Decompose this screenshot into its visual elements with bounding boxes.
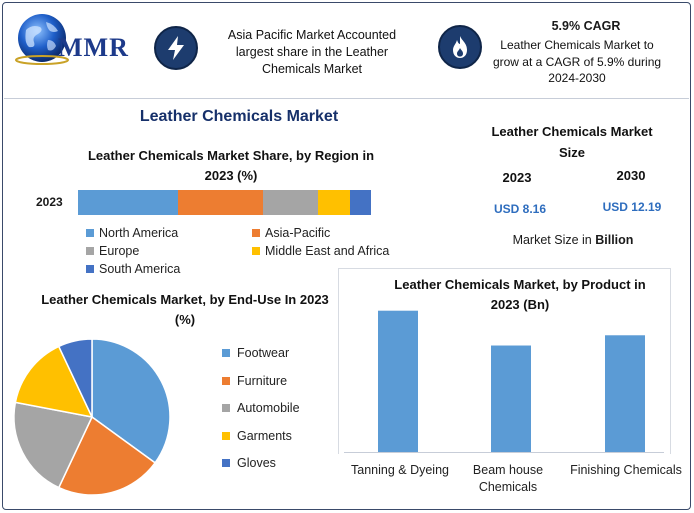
legend-label: Gloves bbox=[237, 456, 276, 470]
product-category-label-beam-house-chemicals: Beam house Chemicals bbox=[472, 463, 544, 494]
enduse-legend-item-automobile: Automobile bbox=[222, 401, 300, 415]
market-size-title: Leather Chemicals Market Size bbox=[491, 124, 653, 160]
pie-slice-automobile bbox=[13, 401, 94, 489]
legend-swatch bbox=[252, 247, 260, 255]
product-chart-title: Leather Chemicals Market, by Product in … bbox=[394, 277, 646, 312]
legend-label: North America bbox=[99, 226, 179, 240]
product-chart-panel bbox=[338, 268, 671, 454]
market-size-year-2023: 2023 bbox=[502, 170, 532, 185]
product-category-label-tanning-dyeing: Tanning & Dyeing bbox=[351, 463, 449, 477]
legend-label: Garments bbox=[237, 428, 292, 443]
legend-swatch bbox=[222, 459, 230, 467]
product-chart-x-axis bbox=[344, 452, 664, 453]
header-divider bbox=[4, 98, 689, 99]
region-callout-text: Asia Pacific Market Accounted largest sh… bbox=[227, 28, 397, 76]
legend-label: Asia-Pacific bbox=[265, 226, 331, 240]
product-bar-finishing-chemicals bbox=[605, 335, 645, 452]
market-size-note-unit: Billion bbox=[595, 233, 634, 247]
market-size-year-2030: 2030 bbox=[616, 168, 646, 183]
market-size-note-prefix: Market Size in bbox=[512, 233, 596, 247]
region-bar-segment-europe bbox=[262, 190, 319, 215]
market-size-value-2030: USD 12.19 bbox=[602, 200, 662, 214]
product-category-label-finishing-chemicals: Finishing Chemicals bbox=[570, 463, 682, 477]
enduse-legend-item-footwear: Footwear bbox=[222, 346, 289, 360]
product-bar-beam-house-chemicals bbox=[491, 345, 531, 452]
region-bar-segment-north-america bbox=[78, 190, 178, 215]
region-legend-item-europe: Europe bbox=[86, 244, 139, 258]
cagr-title: 5.9% CAGR bbox=[551, 19, 621, 33]
legend-swatch bbox=[86, 265, 94, 273]
legend-swatch bbox=[222, 349, 230, 357]
region-legend-item-asia-pacific: Asia-Pacific bbox=[252, 226, 330, 240]
region-bar-segment-south-america bbox=[350, 190, 371, 215]
legend-label: Automobile bbox=[237, 401, 300, 415]
product-bar-chart bbox=[378, 310, 645, 452]
region-legend-item-north-america: North America bbox=[86, 226, 178, 240]
region-chart-legend: North America Asia-Pacific Europe Middle Ea… bbox=[86, 226, 406, 280]
region-chart-title: Leather Chemicals Market Share, by Regio… bbox=[87, 148, 375, 183]
cagr-text: Leather Chemicals Market to grow at a CA… bbox=[492, 38, 662, 85]
brand-logo-text: MMR bbox=[58, 33, 129, 62]
legend-label: Furniture bbox=[237, 373, 288, 388]
pie-slice-garments bbox=[14, 345, 94, 419]
region-bar-segment-asia-pacific bbox=[177, 190, 263, 215]
pie-slice-footwear bbox=[91, 338, 171, 464]
enduse-chart-legend: Footwear Furniture Automobile Garments Glove… bbox=[222, 346, 332, 476]
region-stacked-bar bbox=[78, 190, 371, 215]
market-size-value-2023: USD 8.16 bbox=[493, 202, 547, 216]
enduse-pie-chart bbox=[13, 338, 171, 496]
enduse-legend-item-gloves: Gloves bbox=[222, 456, 276, 470]
legend-label: Middle East and Africa bbox=[265, 244, 390, 258]
legend-label: South America bbox=[99, 262, 181, 276]
flame-icon bbox=[438, 25, 482, 69]
pie-slice-gloves bbox=[57, 338, 93, 418]
market-size-note: Market Size in Billion bbox=[480, 233, 666, 247]
legend-label: Europe bbox=[99, 244, 140, 258]
product-bar-tanning-dyeing bbox=[378, 310, 418, 452]
legend-swatch bbox=[222, 376, 230, 385]
region-legend-item-south-america: South America bbox=[86, 262, 180, 276]
region-legend-item-middle-east-and-africa: Middle East and Africa bbox=[252, 244, 389, 258]
legend-label: Footwear bbox=[237, 346, 290, 360]
legend-swatch bbox=[222, 404, 230, 412]
legend-swatch bbox=[222, 431, 230, 440]
enduse-chart-title: Leather Chemicals Market, by End-Use In … bbox=[41, 292, 329, 327]
region-bar-segment-middle-east-and-africa bbox=[318, 190, 351, 215]
enduse-legend-item-garments: Garments bbox=[222, 429, 292, 443]
main-title: Leather Chemicals Market bbox=[139, 108, 339, 125]
legend-swatch bbox=[86, 247, 94, 255]
legend-swatch bbox=[86, 229, 94, 237]
region-chart-category-label: 2023 bbox=[36, 195, 63, 209]
legend-swatch bbox=[252, 229, 260, 237]
globe-logo-icon bbox=[15, 14, 69, 65]
enduse-legend-item-furniture: Furniture bbox=[222, 374, 287, 388]
lightning-bolt-icon bbox=[154, 26, 198, 70]
